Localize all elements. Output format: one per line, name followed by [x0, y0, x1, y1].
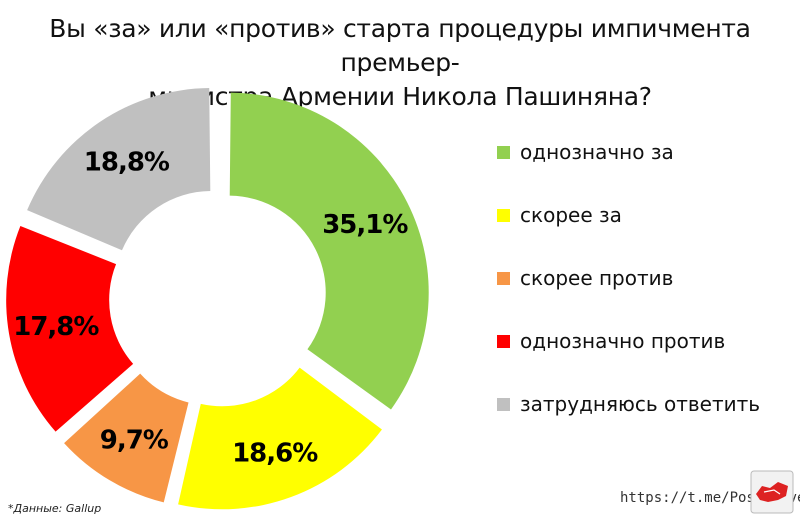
legend-swatch-2: [497, 209, 510, 222]
slice-value-label-4: 17,8%: [13, 312, 99, 342]
source-note: *Данные: Gallup: [8, 502, 102, 515]
legend-label-2: скорее за: [520, 203, 622, 227]
legend-label-1: однозначно за: [520, 140, 674, 164]
slice-value-label-1: 35,1%: [322, 210, 408, 240]
legend-label-4: однозначно против: [520, 329, 726, 353]
donut-slice-1: [229, 92, 429, 410]
donut-slice-3: [64, 373, 189, 503]
donut-slice-5: [27, 88, 211, 251]
legend-swatch-3: [497, 272, 510, 285]
donut-slice-2: [178, 367, 382, 510]
legend-swatch-1: [497, 146, 510, 159]
legend-swatch-5: [497, 398, 510, 411]
donut-slice-4: [6, 226, 134, 432]
chart-title-line-1: Вы «за» или «против» старта процедуры им…: [49, 14, 751, 77]
legend-swatch-4: [497, 335, 510, 348]
donut-slices: [6, 88, 429, 510]
legend-label-3: скорее против: [520, 266, 674, 290]
legend-label-5: затрудняюсь ответить: [520, 392, 761, 416]
slice-value-label-5: 18,8%: [84, 147, 170, 177]
donut-labels: 35,1% 18,6% 9,7% 17,8% 18,8%: [13, 147, 409, 468]
post-sovet-logo-icon: [750, 470, 794, 514]
slice-value-label-2: 18,6%: [232, 438, 318, 468]
slice-value-label-3: 9,7%: [100, 425, 169, 455]
